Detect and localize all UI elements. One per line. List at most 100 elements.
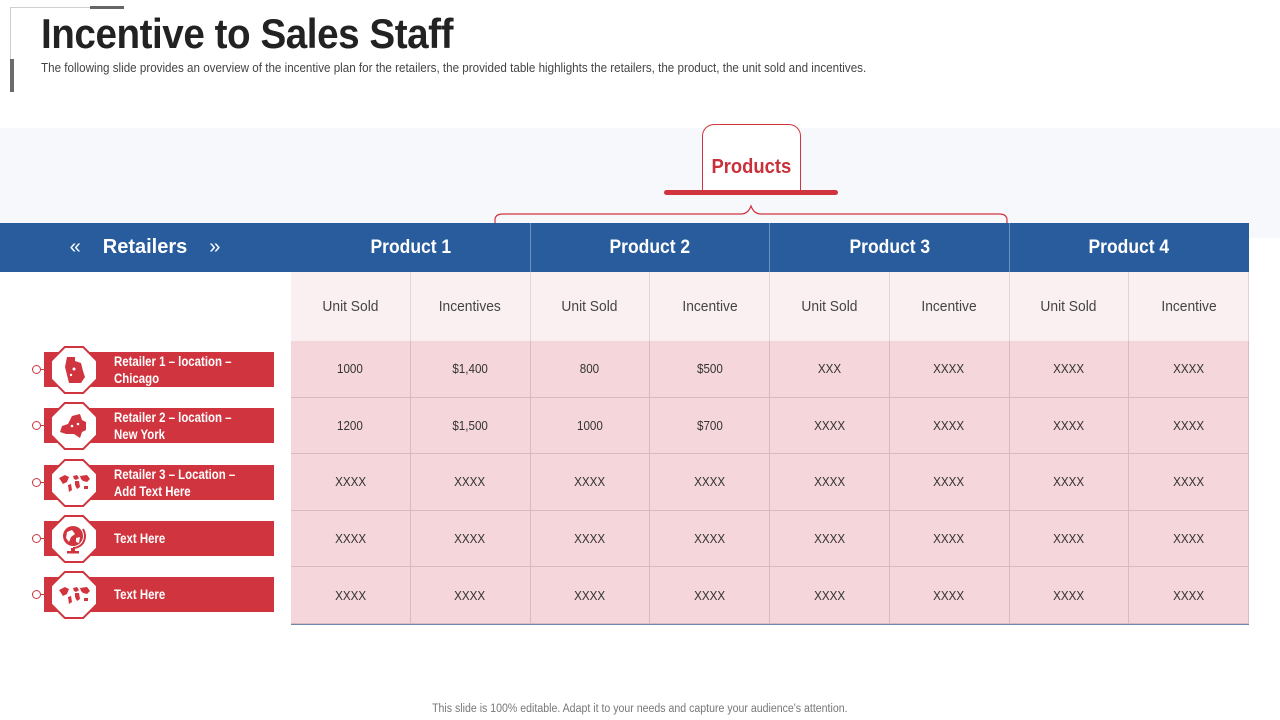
- table-cell: XXXX: [1010, 397, 1130, 455]
- world-map-icon: [52, 461, 96, 505]
- header-divider: [769, 223, 770, 272]
- table-cell-value: $1,500: [452, 418, 488, 433]
- retailers-header-label: Retailers: [102, 236, 188, 258]
- bullet-dot: [32, 534, 41, 543]
- chicago-map-icon: [52, 348, 96, 392]
- retailer-label-line: New York: [114, 426, 166, 442]
- table-cell: XXXX: [770, 567, 890, 624]
- table-cell-value: $1,400: [452, 362, 488, 377]
- page-subtitle: The following slide provides an overview…: [41, 61, 867, 75]
- table-row: XXXX XXXX XXXX XXXX XXXX XXXX XXXX XXXX: [291, 454, 1249, 511]
- column-subheader: Incentive: [890, 272, 1010, 341]
- table-cell: XXXX: [650, 567, 770, 624]
- table-cell-value: XXXX: [813, 532, 845, 547]
- table-cell: XXXX: [1129, 454, 1249, 511]
- retailer-item: Retailer 3 – Location – Add Text Here: [32, 459, 274, 507]
- chevron-right-icon: »: [209, 236, 221, 258]
- table-cell-value: XXXX: [574, 532, 606, 547]
- product-header: Product 3: [770, 223, 1010, 272]
- table-cell-value: XXXX: [1173, 588, 1205, 603]
- table-cell: XXXX: [1129, 510, 1249, 568]
- products-tab: Products: [702, 124, 801, 192]
- subheader-row: Unit Sold Incentives Unit Sold Incentive Uni…: [291, 272, 1249, 341]
- world-map-icon: [52, 573, 96, 617]
- retailer-text: Retailer 1 – location – Chicago: [114, 352, 270, 387]
- column-subheader-label: Unit Sold: [561, 298, 618, 315]
- bullet-dot: [32, 365, 41, 374]
- title-accent-line: [10, 7, 11, 59]
- table-cell: XXXX: [1129, 341, 1249, 398]
- table-cell-value: XXXX: [1053, 475, 1085, 490]
- table-cell: XXXX: [1129, 397, 1249, 455]
- table-cell-value: XXX: [817, 362, 841, 377]
- table-cell-value: XXXX: [454, 588, 486, 603]
- retailer-label-line: Add Text Here: [114, 483, 191, 499]
- table-cell-value: XXXX: [933, 418, 965, 433]
- table-cell-value: 800: [580, 362, 600, 377]
- table-cell: XXXX: [1010, 341, 1130, 398]
- table-cell-value: XXXX: [813, 475, 845, 490]
- title-accent-bar: [90, 6, 124, 9]
- table-cell: XXXX: [411, 454, 531, 511]
- product-header: Product 1: [291, 223, 531, 272]
- table-header: « Retailers » Product 1 Product 2 Produc…: [0, 223, 1249, 272]
- table-cell: XXXX: [890, 510, 1010, 568]
- product-header: Product 2: [530, 223, 770, 272]
- table-cell: XXXX: [770, 397, 890, 455]
- page-title: Incentive to Sales Staff: [41, 10, 453, 57]
- column-subheader: Incentive: [650, 272, 770, 341]
- table-cell-value: $500: [696, 362, 723, 377]
- table-cell: XXX: [770, 341, 890, 398]
- column-subheader: Unit Sold: [531, 272, 651, 341]
- column-subheader: Unit Sold: [770, 272, 890, 341]
- table-cell: 1000: [291, 341, 411, 398]
- table-cell: XXXX: [291, 567, 411, 624]
- table-cell: XXXX: [291, 454, 411, 511]
- table-cell: 800: [531, 341, 651, 398]
- table-cell: XXXX: [1010, 510, 1130, 568]
- table-cell-value: XXXX: [1053, 362, 1085, 377]
- table-row: 1200 $1,500 1000 $700 XXXX XXXX XXXX XXXX: [291, 397, 1249, 455]
- table-cell: XXXX: [770, 510, 890, 568]
- column-subheader-label: Incentive: [681, 298, 738, 315]
- column-subheader: Unit Sold: [1010, 272, 1130, 341]
- table-cell: XXXX: [531, 454, 651, 511]
- footer-text: This slide is 100% editable. Adapt it to…: [432, 703, 848, 715]
- table-cell-value: XXXX: [574, 588, 606, 603]
- table-cell: XXXX: [1010, 567, 1130, 624]
- table-cell: XXXX: [291, 510, 411, 568]
- table-cell-value: XXXX: [1053, 532, 1085, 547]
- table-cell: XXXX: [1129, 567, 1249, 624]
- retailer-text: Text Here: [114, 521, 270, 556]
- table-cell-value: XXXX: [454, 475, 486, 490]
- table-cell: $1,400: [411, 341, 531, 398]
- table-cell-value: XXXX: [1173, 475, 1205, 490]
- table-cell: XXXX: [531, 567, 651, 624]
- retailer-label: Text Here: [114, 586, 170, 603]
- column-subheader-label: Unit Sold: [322, 298, 379, 315]
- column-subheader-label: Unit Sold: [1040, 298, 1097, 315]
- table-cell: XXXX: [650, 454, 770, 511]
- retailer-label-line: Retailer 3 – Location –: [114, 466, 236, 482]
- table-cell-value: XXXX: [1173, 532, 1205, 547]
- retailer-label-line: Retailer 1 – location –: [114, 353, 232, 369]
- new-york-map-icon: [52, 404, 96, 448]
- header-divider: [530, 223, 531, 272]
- table-cell: XXXX: [890, 397, 1010, 455]
- column-subheader-label: Unit Sold: [801, 298, 858, 315]
- table-cell: XXXX: [411, 567, 531, 624]
- table-cell: XXXX: [411, 510, 531, 568]
- table-row: 1000 $1,400 800 $500 XXX XXXX XXXX XXXX: [291, 341, 1249, 398]
- table-cell-value: XXXX: [334, 532, 366, 547]
- table-cell-value: XXXX: [933, 362, 965, 377]
- retailer-item: Retailer 2 – location – New York: [32, 402, 274, 450]
- bullet-dot: [32, 478, 41, 487]
- column-subheader-label: Incentive: [921, 298, 977, 315]
- table-cell-value: XXXX: [334, 475, 366, 490]
- table-cell-value: XXXX: [813, 588, 845, 603]
- product-header: Product 4: [1009, 223, 1249, 272]
- column-subheader: Incentive: [1129, 272, 1249, 341]
- table-cell-value: XXXX: [454, 532, 486, 547]
- product-header-label: Product 1: [370, 236, 452, 258]
- retailer-label-line: Text Here: [114, 531, 166, 546]
